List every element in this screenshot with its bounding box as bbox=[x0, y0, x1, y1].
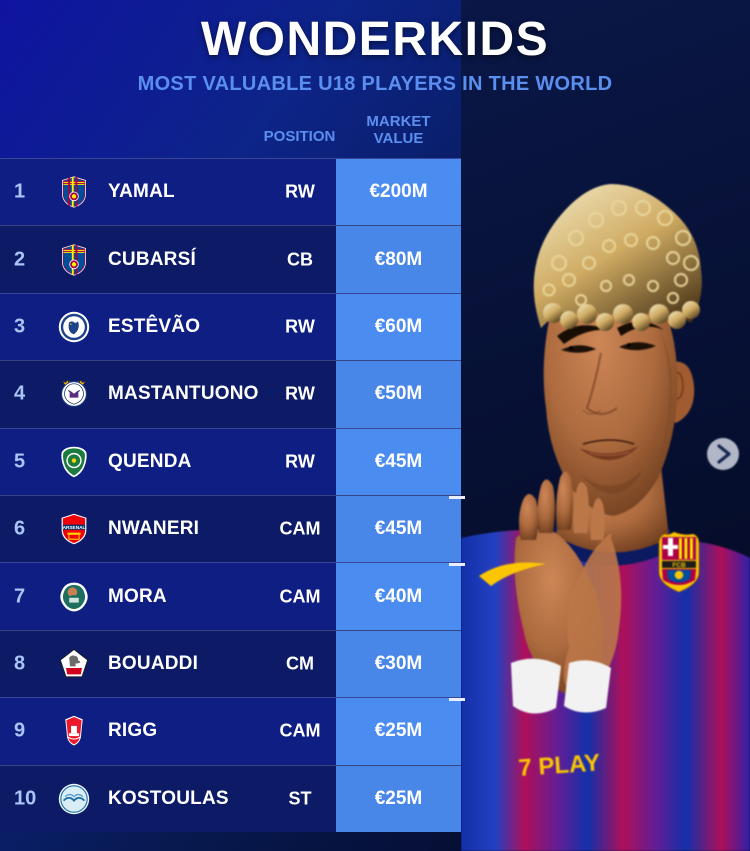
svg-text:ARSENAL: ARSENAL bbox=[63, 525, 86, 531]
